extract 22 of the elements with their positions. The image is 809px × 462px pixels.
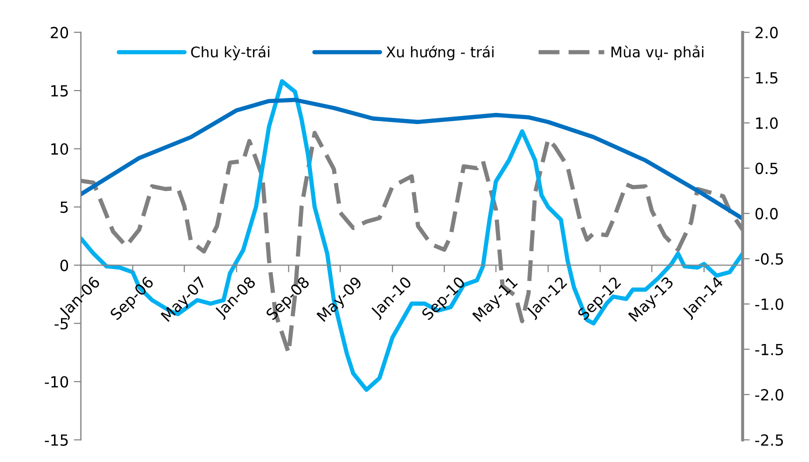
legend-label: Mùa vụ- phải [611, 45, 704, 60]
y2-tick-label: -0.5 [755, 253, 783, 265]
line-series [80, 98, 743, 221]
y-tick-label: -5 [54, 318, 68, 330]
y-tick-label: 15 [51, 85, 68, 97]
y-tick-label: 5 [60, 202, 68, 213]
y2-tick-label: -1.0 [755, 298, 784, 310]
y2-tick-label: -2.5 [755, 434, 783, 446]
legend-label: Chu kỳ-trái [191, 46, 270, 60]
y2-tick-label: 0.5 [755, 162, 778, 174]
y-tick-label: 10 [51, 143, 68, 155]
y2-tick-label: 1.5 [756, 72, 778, 84]
y2-tick-label: -1.5 [755, 344, 783, 356]
y-tick-label: 0 [60, 260, 68, 272]
legend-label: Xu hướng - trái [386, 46, 494, 60]
y2-tick-label: 2.0 [756, 26, 778, 38]
y-tick-label: -10 [44, 376, 68, 388]
y2-tick-label: 0.0 [755, 208, 778, 220]
y-tick-label: -15 [44, 434, 68, 446]
y2-tick-label: -2.0 [755, 389, 784, 401]
y2-tick-label: 1.0 [756, 117, 778, 129]
y-tick-label: 20 [50, 26, 68, 38]
